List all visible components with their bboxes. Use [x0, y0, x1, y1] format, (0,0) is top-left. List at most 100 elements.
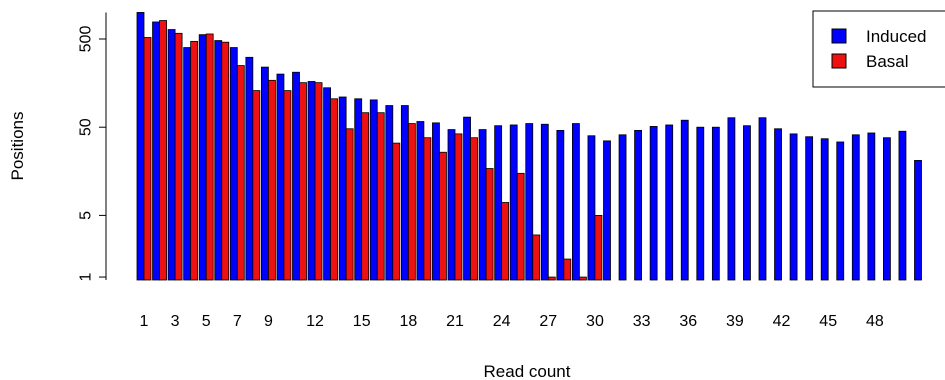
y-axis-title: Positions	[8, 112, 27, 181]
bar-basal-16	[376, 112, 385, 281]
x-tick-label-27: 27	[539, 313, 557, 330]
bar-induced-19	[416, 121, 425, 281]
bar-basal-6	[221, 41, 230, 281]
y-tick-label-1: 1	[78, 273, 95, 282]
x-tick-label-33: 33	[633, 313, 651, 330]
bar-induced-20	[432, 122, 440, 281]
bar-induced-15	[354, 98, 363, 281]
bar-basal-28	[563, 258, 572, 281]
bar-induced-35	[665, 124, 674, 281]
bar-induced-21	[447, 129, 456, 281]
bar-basal-12	[314, 82, 323, 281]
bar-basal-18	[407, 123, 416, 281]
bar-basal-2	[159, 20, 167, 281]
bar-basal-30	[594, 214, 603, 281]
x-tick-label-30: 30	[586, 313, 604, 330]
bar-basal-15	[361, 112, 370, 281]
bar-basal-23	[485, 168, 494, 281]
x-tick-label-1: 1	[140, 313, 149, 330]
x-tick-label-45: 45	[819, 313, 837, 330]
y-tick-label-5: 5	[78, 211, 95, 220]
bar-induced-36	[680, 119, 689, 281]
bar-induced-38	[711, 126, 720, 281]
bar-induced-6	[214, 40, 223, 281]
bar-induced-33	[634, 129, 642, 281]
bar-induced-7	[229, 47, 238, 281]
bar-induced-13	[323, 87, 332, 281]
bar-induced-32	[618, 134, 627, 281]
bar-induced-9	[260, 66, 269, 281]
bar-basal-10	[283, 90, 292, 281]
bar-basal-20	[439, 151, 447, 281]
legend-swatch-induced	[831, 28, 847, 44]
bar-induced-39	[727, 117, 736, 281]
bar-induced-40	[743, 125, 751, 281]
x-tick-label-5: 5	[202, 313, 211, 330]
bar-induced-50	[898, 130, 907, 281]
x-tick-label-21: 21	[446, 313, 464, 330]
x-tick-label-12: 12	[306, 313, 324, 330]
bar-basal-22	[470, 137, 478, 281]
bar-induced-23	[478, 129, 487, 281]
bar-induced-12	[307, 81, 316, 281]
bar-induced-11	[292, 71, 300, 281]
bar-induced-45	[820, 138, 829, 281]
bar-induced-48	[867, 132, 876, 281]
bar-induced-3	[167, 29, 176, 281]
bar-induced-14	[338, 96, 347, 281]
legend-box	[812, 10, 945, 88]
x-tick-label-24: 24	[493, 313, 511, 330]
bar-induced-41	[758, 117, 767, 281]
bar-induced-22	[463, 116, 471, 281]
bar-basal-24	[501, 202, 510, 281]
bar-basal-19	[423, 137, 432, 281]
bar-induced-26	[525, 123, 534, 281]
bar-induced-37	[696, 126, 705, 281]
legend-swatch-basal	[831, 53, 847, 69]
x-tick-label-7: 7	[233, 313, 242, 330]
x-tick-label-18: 18	[399, 313, 417, 330]
bar-induced-44	[805, 136, 814, 281]
y-tick-label-50: 50	[78, 118, 95, 136]
bar-induced-4	[183, 47, 192, 281]
bar-induced-24	[494, 125, 503, 281]
bar-induced-42	[774, 128, 782, 281]
bar-basal-3	[174, 32, 183, 281]
bar-basal-8	[252, 90, 261, 281]
bar-induced-5	[198, 34, 207, 281]
bar-induced-43	[789, 133, 798, 281]
bar-basal-1	[143, 37, 152, 281]
y-tick-label-500: 500	[78, 26, 95, 53]
x-tick-label-15: 15	[353, 313, 371, 330]
bar-basal-4	[190, 40, 199, 281]
x-tick-label-39: 39	[726, 313, 744, 330]
bar-induced-30	[587, 135, 596, 281]
x-tick-label-48: 48	[866, 313, 884, 330]
bar-basal-14	[345, 128, 354, 281]
bar-induced-1	[136, 12, 145, 281]
x-tick-label-42: 42	[773, 313, 791, 330]
legend-label-basal: Basal	[866, 52, 909, 71]
bar-induced-49	[883, 137, 891, 281]
bar-basal-27	[547, 276, 556, 281]
bar-induced-25	[509, 124, 518, 281]
bar-induced-34	[649, 126, 658, 281]
bar-induced-16	[369, 99, 378, 281]
bar-induced-17	[385, 105, 394, 281]
x-axis: 1 3 5 7 9 12 15 18 21 24 27 30 33 36 39 42 45 48	[140, 313, 884, 330]
bar-basal-7	[236, 65, 245, 281]
bars-layer	[136, 12, 922, 281]
bar-basal-13	[330, 98, 339, 281]
bar-induced-8	[245, 56, 254, 281]
bar-induced-31	[603, 140, 611, 281]
bar-basal-26	[532, 234, 541, 281]
bar-basal-25	[516, 172, 525, 281]
bar-induced-28	[556, 129, 565, 281]
bar-basal-21	[454, 133, 463, 281]
bar-basal-11	[299, 82, 307, 281]
bar-induced-10	[276, 73, 285, 281]
bar-induced-27	[540, 123, 549, 281]
bar-basal-29	[579, 276, 587, 281]
x-tick-label-36: 36	[679, 313, 697, 330]
bar-induced-29	[572, 123, 580, 281]
